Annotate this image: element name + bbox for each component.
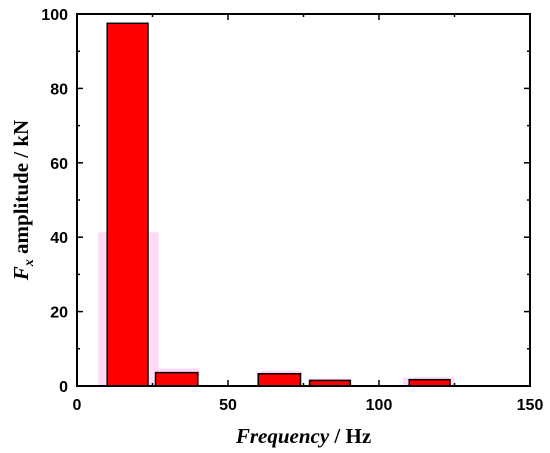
y-axis-title-symbol: F [9, 266, 33, 281]
y-tick-label: 80 [50, 81, 68, 98]
bar [154, 371, 199, 387]
x-tick-label: 150 [517, 397, 544, 414]
shadow-bars [98, 232, 455, 386]
x-axis-title: Frequency / Hz [235, 424, 371, 448]
x-tick-label: 100 [366, 397, 393, 414]
y-tick-label: 100 [41, 7, 68, 24]
y-tick-label: 20 [50, 305, 68, 322]
bar [106, 22, 149, 387]
x-tick-label: 0 [73, 397, 82, 414]
y-axis-title-subscript: x [22, 259, 37, 267]
y-tick-label: 0 [59, 379, 68, 396]
y-axis-title-rest: amplitude / kN [9, 120, 33, 259]
x-axis-title-unit: / Hz [329, 424, 371, 448]
axis-ticks: 0 50 100 150 0 20 40 60 80 100 [41, 7, 543, 414]
y-tick-label: 40 [50, 230, 68, 247]
x-tick-label: 50 [219, 397, 237, 414]
bar [257, 372, 302, 387]
bars [106, 22, 451, 387]
y-axis-title: Fx amplitude / kN [9, 120, 37, 281]
y-tick-label: 60 [50, 156, 68, 173]
x-axis-title-italic: Frequency [235, 424, 330, 448]
